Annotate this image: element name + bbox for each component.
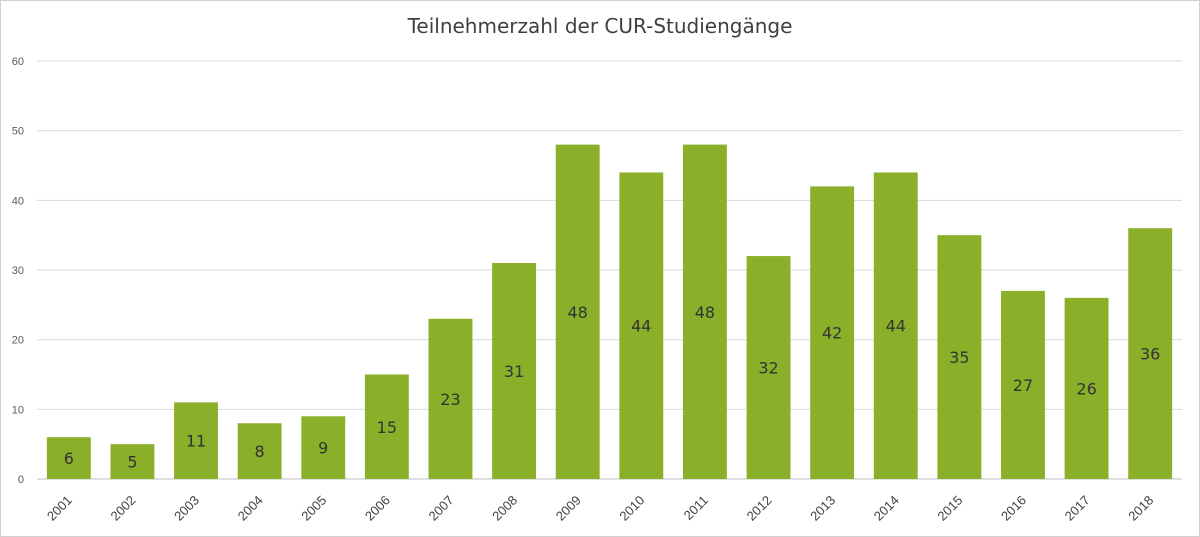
data-label: 42 bbox=[822, 324, 842, 343]
x-tick-label: 2008 bbox=[489, 493, 520, 524]
bar bbox=[1128, 228, 1173, 479]
data-label: 35 bbox=[949, 348, 969, 367]
data-label: 27 bbox=[1013, 376, 1033, 395]
x-tick-label: 2013 bbox=[807, 493, 838, 524]
data-label: 48 bbox=[568, 303, 588, 322]
x-tick-label: 2001 bbox=[44, 493, 75, 524]
bar bbox=[873, 172, 918, 479]
data-label: 36 bbox=[1140, 345, 1160, 364]
y-tick-label: 0 bbox=[18, 474, 24, 486]
bar bbox=[1001, 290, 1045, 479]
y-tick-label: 60 bbox=[12, 56, 24, 68]
chart-title: Teilnehmerzahl der CUR-Studiengänge bbox=[407, 14, 793, 38]
x-tick-label: 2011 bbox=[681, 493, 711, 523]
y-tick-label: 40 bbox=[12, 195, 24, 207]
y-tick-label: 20 bbox=[12, 335, 24, 347]
bar bbox=[492, 263, 537, 479]
x-tick-label: 2005 bbox=[298, 493, 329, 524]
x-tick-label: 2002 bbox=[107, 493, 138, 524]
data-label: 48 bbox=[695, 303, 715, 322]
data-label: 15 bbox=[377, 418, 397, 437]
bar bbox=[1064, 297, 1109, 479]
bar bbox=[301, 416, 346, 479]
data-label: 44 bbox=[886, 317, 906, 336]
x-tick-label: 2014 bbox=[871, 493, 902, 524]
bar bbox=[110, 444, 155, 479]
y-tick-label: 10 bbox=[12, 404, 24, 416]
bar bbox=[555, 144, 600, 479]
x-tick-label: 2004 bbox=[235, 493, 266, 524]
x-tick-label: 2009 bbox=[553, 493, 584, 524]
data-label: 23 bbox=[440, 390, 460, 409]
bar bbox=[810, 186, 855, 479]
bar bbox=[746, 256, 791, 479]
data-label: 32 bbox=[758, 359, 778, 378]
bar bbox=[46, 437, 91, 479]
data-label: 5 bbox=[127, 453, 137, 472]
bar bbox=[237, 423, 282, 479]
bar bbox=[937, 235, 982, 479]
x-tick-label: 2003 bbox=[171, 493, 202, 524]
data-label: 31 bbox=[504, 362, 524, 381]
y-tick-label: 30 bbox=[12, 265, 24, 277]
x-tick-label: 2015 bbox=[934, 493, 965, 524]
y-tick-label: 50 bbox=[12, 126, 24, 138]
x-tick-label: 2016 bbox=[998, 493, 1029, 524]
data-label: 11 bbox=[186, 432, 206, 451]
bar bbox=[174, 402, 218, 479]
data-label: 26 bbox=[1076, 379, 1096, 398]
x-tick-label: 2007 bbox=[426, 493, 457, 524]
x-tick-label: 2010 bbox=[616, 493, 647, 524]
bar bbox=[364, 374, 409, 479]
data-label: 44 bbox=[631, 317, 651, 336]
x-tick-label: 2017 bbox=[1062, 493, 1093, 524]
x-tick-label: 2012 bbox=[744, 493, 775, 524]
x-tick-label: 2018 bbox=[1125, 493, 1156, 524]
bar bbox=[682, 144, 727, 479]
data-label: 9 bbox=[318, 439, 328, 458]
bar bbox=[619, 172, 664, 479]
x-tick-label: 2006 bbox=[362, 493, 393, 524]
data-label: 6 bbox=[64, 449, 74, 468]
data-label: 8 bbox=[255, 442, 265, 461]
bar bbox=[428, 318, 473, 479]
